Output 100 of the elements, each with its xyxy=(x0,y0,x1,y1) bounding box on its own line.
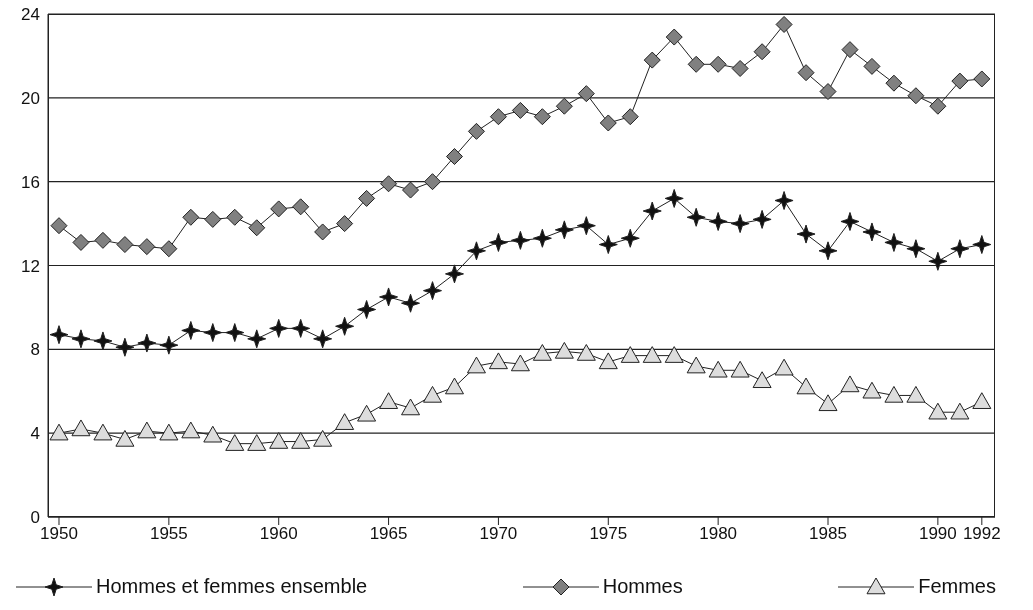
point xyxy=(248,219,266,237)
point xyxy=(796,377,816,395)
point xyxy=(93,331,113,351)
point xyxy=(270,200,288,218)
point xyxy=(445,148,463,166)
point xyxy=(401,293,421,313)
y-tick-label: 16 xyxy=(21,172,40,192)
y-tick-label: 8 xyxy=(30,340,40,360)
point xyxy=(642,201,662,221)
point xyxy=(269,432,289,449)
point xyxy=(49,325,69,345)
y-tick-label: 20 xyxy=(21,88,40,108)
point xyxy=(642,346,662,363)
point xyxy=(576,216,596,236)
point xyxy=(643,51,661,69)
point xyxy=(533,108,551,126)
x-tick-label: 1975 xyxy=(589,524,628,544)
point xyxy=(906,385,926,403)
point xyxy=(950,239,970,259)
x-tick-label: 1970 xyxy=(479,524,518,544)
point xyxy=(884,385,904,403)
point xyxy=(226,208,244,226)
point xyxy=(138,238,156,256)
point xyxy=(752,371,772,389)
point xyxy=(159,335,179,355)
point xyxy=(335,413,355,430)
point xyxy=(49,423,69,441)
x-tick-label: 1955 xyxy=(149,524,188,544)
point xyxy=(708,211,728,231)
point xyxy=(730,214,750,234)
point xyxy=(951,72,969,90)
point xyxy=(115,337,135,357)
point xyxy=(555,97,573,115)
point xyxy=(907,87,925,105)
point xyxy=(973,70,991,88)
point xyxy=(203,425,223,443)
point xyxy=(840,211,860,231)
point xyxy=(532,344,552,361)
point xyxy=(72,233,90,251)
point xyxy=(797,64,815,82)
point xyxy=(906,239,926,259)
point xyxy=(137,421,157,439)
point xyxy=(510,230,530,250)
point xyxy=(819,83,837,101)
point xyxy=(972,392,992,409)
point xyxy=(554,341,574,359)
point xyxy=(71,419,91,437)
point xyxy=(50,217,68,235)
point xyxy=(863,57,881,75)
point xyxy=(488,352,508,370)
point xyxy=(424,173,442,191)
point xyxy=(423,385,443,403)
point xyxy=(731,59,749,77)
y-tick-label: 24 xyxy=(21,5,40,25)
point xyxy=(774,191,794,211)
point xyxy=(160,240,178,258)
point xyxy=(292,198,310,216)
y-tick-label: 12 xyxy=(21,256,40,276)
point xyxy=(686,356,706,374)
x-tick-label: 1965 xyxy=(369,524,408,544)
point xyxy=(796,224,816,244)
point xyxy=(203,323,223,343)
point xyxy=(687,55,705,73)
point xyxy=(182,208,200,226)
point xyxy=(665,28,683,46)
point xyxy=(116,236,134,254)
x-tick-label: 1950 xyxy=(40,524,78,544)
point xyxy=(336,215,354,233)
point xyxy=(357,404,377,422)
point xyxy=(488,232,508,252)
point xyxy=(444,264,464,284)
legend-label: Hommes xyxy=(602,575,683,598)
point xyxy=(598,352,618,370)
x-tick-label: 1985 xyxy=(809,524,847,544)
legend-label: Femmes xyxy=(918,575,996,598)
point xyxy=(291,318,311,338)
x-tick-label: 1992 xyxy=(962,524,1001,544)
x-tick-label: 1960 xyxy=(259,524,298,544)
point xyxy=(664,188,684,208)
point xyxy=(247,434,267,451)
y-tick-label: 4 xyxy=(30,424,40,444)
point xyxy=(335,316,355,336)
point xyxy=(269,318,289,338)
point xyxy=(313,329,333,349)
point xyxy=(730,360,750,378)
point xyxy=(621,108,639,126)
point xyxy=(115,429,135,447)
point xyxy=(247,329,267,349)
point xyxy=(402,181,420,199)
point xyxy=(862,222,882,242)
point xyxy=(444,377,464,395)
point xyxy=(598,235,618,255)
point xyxy=(709,55,727,73)
point xyxy=(885,74,903,92)
point xyxy=(489,108,507,126)
point xyxy=(972,235,992,255)
point xyxy=(532,228,552,248)
x-tick-label: 1990 xyxy=(918,524,957,544)
point xyxy=(423,281,443,301)
point xyxy=(225,434,245,451)
